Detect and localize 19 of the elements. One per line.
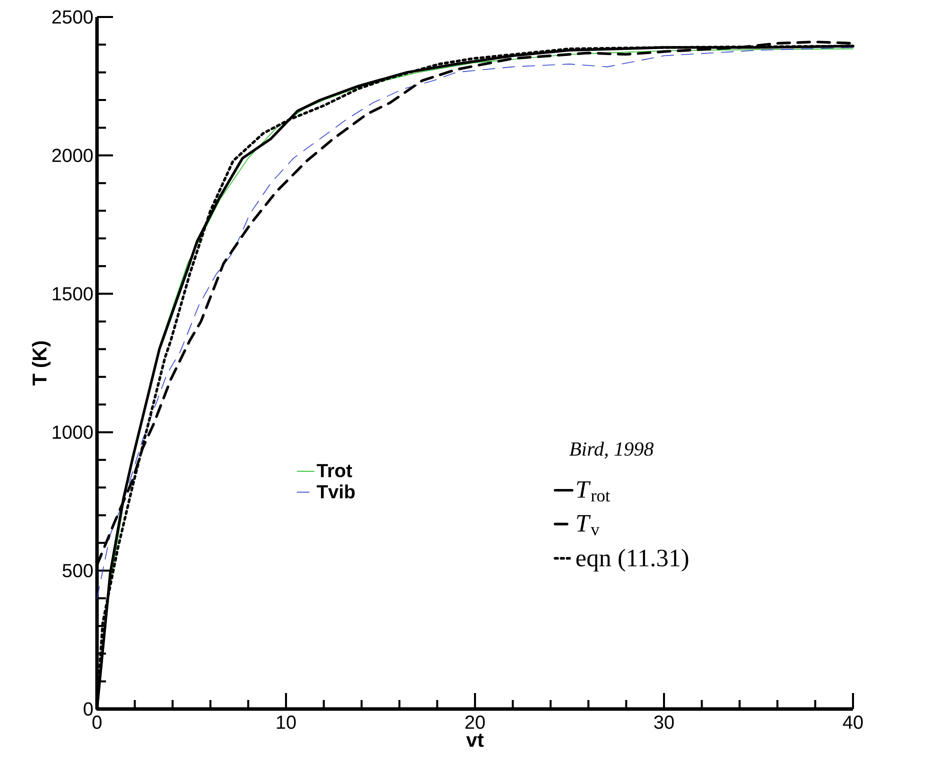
x-tick-label: 40 bbox=[842, 716, 863, 729]
y-tick-label: 1000 bbox=[52, 425, 93, 439]
y-tick-label: 1500 bbox=[52, 287, 93, 300]
annotation: Bird, 1998 bbox=[569, 442, 654, 459]
y-axis-title: T (K) bbox=[32, 341, 51, 386]
y-tick-label: 2500 bbox=[52, 10, 93, 24]
legend-label: eqn (11.31) bbox=[576, 548, 688, 572]
x-tick-label: 30 bbox=[654, 716, 674, 729]
x-tick-label: 10 bbox=[276, 716, 296, 729]
legend-label: Trot bbox=[316, 464, 352, 478]
legend-label: T$_{rot}$ bbox=[577, 481, 610, 502]
y-tick-label: 0 bbox=[84, 702, 93, 716]
x-tick-label: 0 bbox=[92, 716, 102, 729]
x-axis-title: vt bbox=[466, 734, 484, 747]
y-tick-label: 2000 bbox=[52, 148, 93, 162]
legend-label: Tvib bbox=[316, 484, 355, 498]
y-tick-label: 500 bbox=[62, 564, 93, 578]
x-tick-label: 20 bbox=[465, 716, 485, 729]
legend-label: T$_{v}$ bbox=[577, 515, 600, 536]
